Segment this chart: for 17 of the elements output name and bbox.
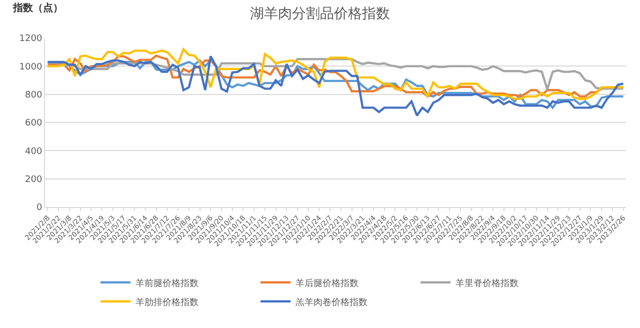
y-axis-title: 指数（点） xyxy=(12,2,63,14)
line-series xyxy=(46,59,624,109)
y-tick-label: 1200 xyxy=(19,34,42,44)
line-series xyxy=(46,48,624,100)
y-tick-label: 0 xyxy=(36,203,42,214)
y-tick-label: 1000 xyxy=(19,62,42,72)
y-tick-label: 200 xyxy=(25,174,42,185)
chart-title: 湖羊肉分割品价格指数 xyxy=(250,6,390,22)
y-tick-label: 600 xyxy=(25,118,42,129)
legend-label: 羔羊肉卷价格指数 xyxy=(296,296,368,308)
y-tick-label: 400 xyxy=(25,146,42,157)
line-series xyxy=(46,55,624,117)
legend-label: 羊肋排价格指数 xyxy=(136,296,198,308)
y-tick-label: 800 xyxy=(25,90,42,100)
legend-label: 羊里脊价格指数 xyxy=(456,278,518,289)
legend-label: 羊前腿价格指数 xyxy=(136,278,198,289)
legend-label: 羊后腿价格指数 xyxy=(296,278,358,289)
